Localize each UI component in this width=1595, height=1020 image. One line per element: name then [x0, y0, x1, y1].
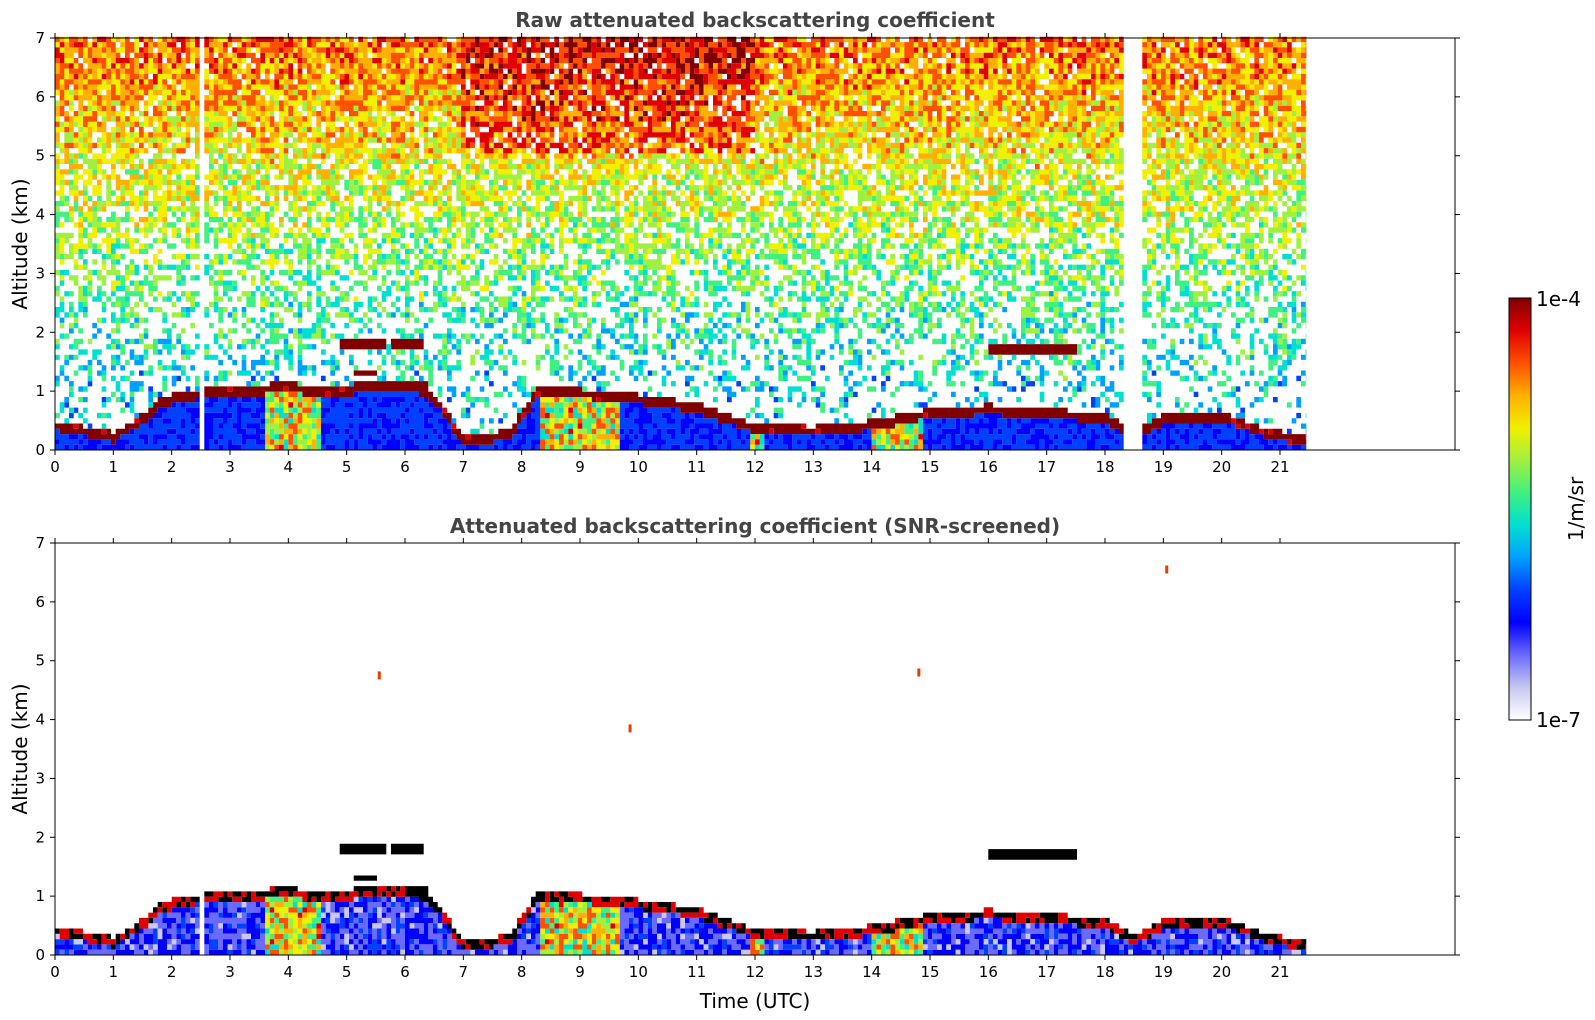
x-tick-label: 4: [284, 963, 294, 981]
x-tick-label: 10: [629, 458, 648, 476]
x-tick-label: 14: [862, 963, 881, 981]
x-tick-label: 2: [167, 458, 177, 476]
x-tick-label: 18: [1095, 458, 1114, 476]
x-tick-label: 19: [1154, 458, 1173, 476]
y-tick-label: 7: [35, 534, 45, 552]
x-tick-label: 21: [1270, 963, 1289, 981]
y-tick-label: 1: [35, 382, 45, 400]
y-tick-label: 4: [35, 206, 45, 224]
colorbar-max-label: 1e-4: [1536, 287, 1581, 311]
y-tick-label: 5: [35, 147, 45, 165]
y-tick-label: 2: [35, 828, 45, 846]
heatmap-cells-8: [55, 36, 1307, 451]
x-tick-label: 2: [167, 963, 177, 981]
y-tick-label: 6: [35, 593, 45, 611]
y-tick-label: 5: [35, 652, 45, 670]
heatmap-cells-6: [55, 84, 1307, 450]
y-tick-label: 7: [35, 29, 45, 47]
y-tick-label: 2: [35, 323, 45, 341]
x-tick-label: 15: [920, 458, 939, 476]
y-tick-label: 4: [35, 711, 45, 729]
x-tick-label: 8: [517, 963, 527, 981]
y-tick-label: 6: [35, 88, 45, 106]
x-tick-label: 18: [1095, 963, 1114, 981]
colorbar: [1508, 297, 1532, 721]
x-tick-label: 13: [804, 963, 823, 981]
isolated-point: [1165, 565, 1169, 574]
x-tick-label: 3: [225, 963, 235, 981]
panel-2-title: Attenuated backscattering coefficient (S…: [450, 514, 1060, 538]
isolated-point: [917, 668, 921, 677]
x-tick-label: 10: [629, 963, 648, 981]
panel-2-ylabel: Altitude (km): [8, 683, 32, 814]
panel-1-ylabel: Altitude (km): [8, 178, 32, 309]
x-tick-label: 16: [979, 963, 998, 981]
x-tick-label: 12: [745, 458, 764, 476]
heatmap-cells-1: [55, 896, 1283, 955]
heatmap-cells-9: [265, 902, 919, 955]
x-tick-label: 17: [1037, 458, 1056, 476]
y-tick-label: 1: [35, 887, 45, 905]
panel-1-title: Raw attenuated backscattering coefficien…: [515, 8, 995, 32]
y-tick-label: 0: [35, 441, 45, 459]
heatmap-cells-7: [265, 896, 923, 955]
x-tick-label: 13: [804, 458, 823, 476]
x-tick-label: 12: [745, 963, 764, 981]
heatmap-cells-1: [55, 391, 1301, 450]
x-tick-label: 0: [50, 458, 60, 476]
panel-2-xlabel: Time (UTC): [699, 989, 811, 1013]
x-tick-label: 7: [459, 458, 469, 476]
heatmap-cells-10: [265, 896, 923, 955]
x-tick-label: 9: [575, 963, 585, 981]
x-tick-label: 21: [1270, 458, 1289, 476]
x-tick-label: 11: [687, 458, 706, 476]
x-tick-label: 5: [342, 458, 352, 476]
heatmap-cells-2: [55, 36, 1307, 445]
heatmap-cells-11: [274, 902, 923, 955]
y-tick-label: 3: [35, 769, 45, 787]
panel-1-plot-area: [55, 36, 1307, 451]
y-tick-label: 0: [35, 946, 45, 964]
x-tick-label: 20: [1212, 458, 1231, 476]
x-tick-label: 5: [342, 963, 352, 981]
x-tick-label: 1: [109, 458, 119, 476]
x-tick-label: 7: [459, 963, 469, 981]
x-tick-label: 9: [575, 458, 585, 476]
isolated-point: [628, 724, 632, 733]
x-tick-label: 19: [1154, 963, 1173, 981]
x-tick-label: 17: [1037, 963, 1056, 981]
panel-2-plot-area: [55, 565, 1307, 955]
x-tick-label: 14: [862, 458, 881, 476]
isolated-point: [377, 671, 381, 680]
panel-2-axes: 0 1 2 3 4 5 6 7 8 9 10 11 12 13 14 15 16 17 18 19 20 21012345…: [35, 534, 1460, 981]
x-tick-label: 8: [517, 458, 527, 476]
x-tick-label: 4: [284, 458, 294, 476]
heatmap-cells-4: [59, 896, 1292, 955]
x-tick-label: 15: [920, 963, 939, 981]
colorbar-label: 1/m/sr: [1564, 476, 1588, 541]
x-tick-label: 6: [400, 458, 410, 476]
x-tick-label: 0: [50, 963, 60, 981]
heatmap-cells-5: [59, 886, 1307, 950]
x-tick-label: 1: [109, 963, 119, 981]
y-tick-label: 3: [35, 264, 45, 282]
x-tick-label: 3: [225, 458, 235, 476]
heatmap-cells-10: [55, 36, 1307, 451]
heatmap-cells-7: [55, 36, 1307, 451]
x-tick-label: 20: [1212, 963, 1231, 981]
heatmap-cells-4: [55, 222, 1307, 450]
x-tick-label: 11: [687, 963, 706, 981]
panel-1-axes: 0 1 2 3 4 5 6 7 8 9 10 11 12 13 14 15 16 17 18 19 20 21012345…: [35, 29, 1460, 476]
x-tick-label: 6: [400, 963, 410, 981]
colorbar-min-label: 1e-7: [1536, 708, 1581, 732]
x-tick-label: 16: [979, 458, 998, 476]
